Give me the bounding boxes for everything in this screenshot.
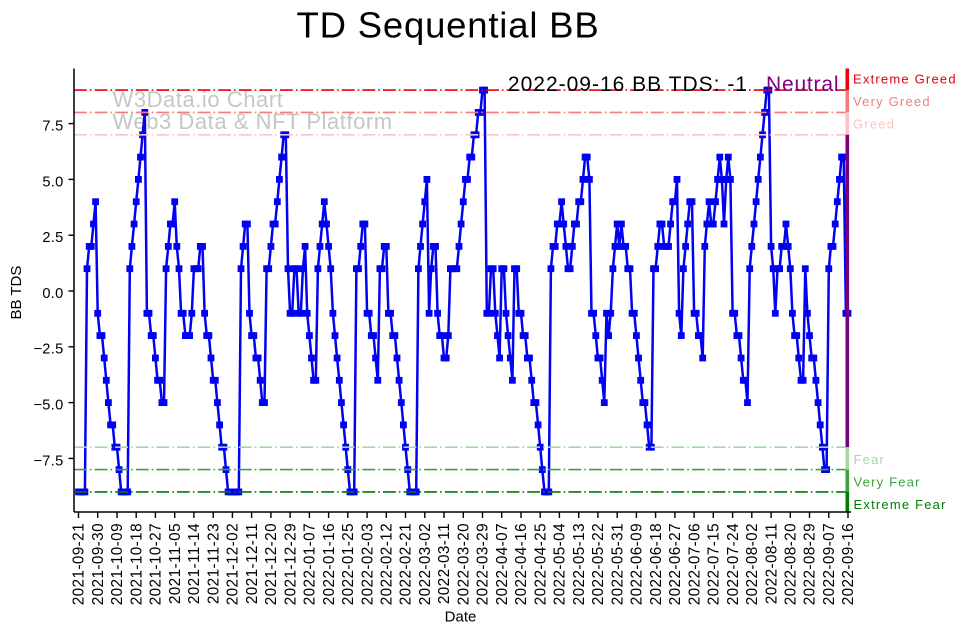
svg-text:2022-09-16 BB TDS: -1: 2022-09-16 BB TDS: -1 [508,73,748,96]
svg-text:2022-05-04: 2022-05-04 [552,523,569,605]
svg-text:2021-12-11: 2021-12-11 [244,523,261,604]
svg-text:2022-06-09: 2022-06-09 [629,523,646,605]
svg-text:TD Sequential BB: TD Sequential BB [297,5,600,46]
svg-text:2021-11-14: 2021-11-14 [186,523,203,604]
svg-text:−5.0: −5.0 [33,398,63,414]
svg-text:2021-10-27: 2021-10-27 [148,523,165,605]
svg-text:2022-08-29: 2022-08-29 [802,523,819,605]
svg-text:2022-09-07: 2022-09-07 [821,523,838,605]
svg-text:2021-10-09: 2021-10-09 [109,523,126,605]
svg-text:2022-03-29: 2022-03-29 [475,523,492,605]
svg-text:2022-05-13: 2022-05-13 [571,523,588,605]
svg-text:Neutral: Neutral [766,73,839,96]
svg-text:2021-11-23: 2021-11-23 [205,523,222,604]
svg-text:0.0: 0.0 [42,286,63,302]
svg-text:−7.5: −7.5 [33,453,63,469]
svg-text:2022-07-06: 2022-07-06 [686,523,703,605]
svg-text:2022-08-02: 2022-08-02 [744,523,761,605]
svg-text:2022-01-16: 2022-01-16 [321,523,338,605]
svg-text:Very Fear: Very Fear [854,475,921,490]
svg-text:2021-12-29: 2021-12-29 [282,523,299,605]
svg-text:2022-08-20: 2022-08-20 [783,523,800,605]
svg-text:2021-11-05: 2021-11-05 [167,523,184,604]
svg-text:Extreme Greed: Extreme Greed [853,72,957,87]
svg-text:2022-09-16: 2022-09-16 [840,523,857,605]
svg-text:2022-07-15: 2022-07-15 [706,523,723,605]
svg-text:2022-07-24: 2022-07-24 [725,523,742,605]
svg-text:7.5: 7.5 [42,119,63,135]
svg-text:W3Data.io Chart: W3Data.io Chart [113,87,284,112]
svg-text:2022-02-12: 2022-02-12 [379,523,396,605]
svg-text:2022-04-07: 2022-04-07 [494,523,511,605]
svg-text:2022-02-21: 2022-02-21 [398,523,415,605]
svg-text:2021-09-30: 2021-09-30 [90,523,107,605]
svg-text:2022-03-20: 2022-03-20 [456,523,473,605]
svg-text:2022-03-02: 2022-03-02 [417,523,434,605]
svg-text:2022-04-25: 2022-04-25 [532,523,549,605]
svg-text:2022-01-25: 2022-01-25 [340,523,357,605]
svg-text:2022-05-22: 2022-05-22 [590,523,607,605]
svg-text:Date: Date [445,609,477,626]
svg-text:2022-01-07: 2022-01-07 [302,523,319,605]
svg-text:2022-02-03: 2022-02-03 [359,523,376,605]
svg-text:2022-04-16: 2022-04-16 [513,523,530,605]
svg-text:5.0: 5.0 [42,174,63,190]
svg-text:Fear: Fear [854,452,886,467]
svg-text:2022-06-18: 2022-06-18 [648,523,665,605]
svg-text:2021-09-21: 2021-09-21 [71,523,88,605]
svg-text:2021-10-18: 2021-10-18 [128,523,145,605]
svg-text:2022-05-31: 2022-05-31 [609,523,626,605]
svg-text:Very Greed: Very Greed [853,94,931,109]
svg-text:2021-12-02: 2021-12-02 [225,523,242,605]
svg-text:Extreme Fear: Extreme Fear [854,497,947,512]
svg-text:2022-06-27: 2022-06-27 [667,523,684,605]
svg-text:2.5: 2.5 [42,230,63,246]
svg-text:−2.5: −2.5 [33,342,63,358]
svg-text:Greed: Greed [853,116,895,131]
svg-text:2022-08-11: 2022-08-11 [763,523,780,604]
svg-text:2021-12-20: 2021-12-20 [263,523,280,605]
svg-text:BB TDS: BB TDS [8,266,25,320]
svg-text:2022-03-11: 2022-03-11 [436,523,453,604]
